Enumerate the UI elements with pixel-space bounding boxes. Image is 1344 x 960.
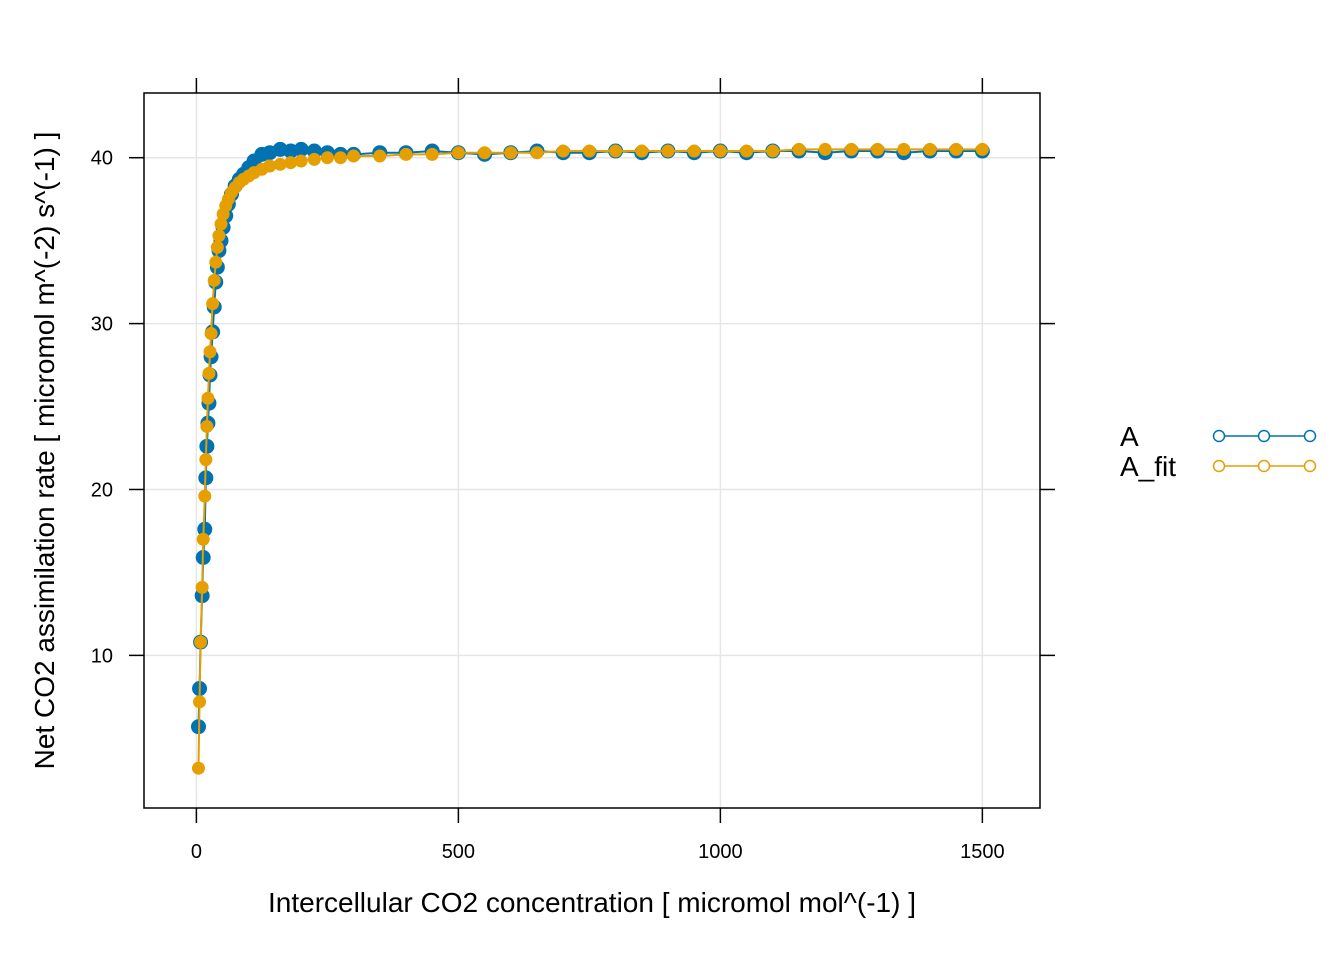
data-point-a-fit — [871, 142, 885, 156]
data-point-a-fit — [478, 146, 492, 160]
x-axis-title: Intercellular CO2 concentration [ microm… — [268, 887, 916, 918]
data-point-a-fit — [200, 419, 214, 433]
data-point-a-fit — [194, 635, 208, 649]
series-line-a-fit — [197, 148, 983, 769]
data-point-a-fit — [201, 391, 215, 405]
y-axis-title: Net CO2 assimilation rate [ micromol m^(… — [29, 132, 60, 770]
data-point-a-fit — [740, 144, 754, 158]
x-tick-label: 1000 — [698, 841, 743, 863]
data-point-a-fit — [766, 144, 780, 158]
legend-label-a: A — [1120, 421, 1139, 452]
data-point-a-fit — [203, 345, 217, 359]
series-a-fit — [191, 142, 989, 775]
series-line-a — [197, 148, 983, 727]
data-point-a-fit — [451, 146, 465, 160]
data-point-a-fit — [661, 144, 675, 158]
data-point-a-fit — [425, 147, 439, 161]
data-point-a — [293, 141, 309, 157]
data-point-a-fit — [923, 142, 937, 156]
data-point-a-fit — [204, 327, 218, 341]
data-point-a-fit — [949, 142, 963, 156]
legend-marker-a — [1212, 429, 1226, 443]
y-tick-label: 40 — [91, 148, 113, 170]
data-point-a-fit — [713, 144, 727, 158]
x-tick-label: 1500 — [960, 841, 1005, 863]
data-point-a-fit — [609, 144, 623, 158]
data-point-a-fit — [202, 366, 216, 380]
x-tick-label: 500 — [442, 841, 475, 863]
data-point-a-fit — [198, 489, 212, 503]
data-point-a-fit — [792, 142, 806, 156]
legend-marker-a-fit — [1212, 459, 1226, 473]
data-point-a-fit — [504, 146, 518, 160]
data-point-a-fit — [210, 240, 224, 254]
data-point-a-fit — [373, 149, 387, 163]
y-tick-label: 30 — [91, 314, 113, 336]
data-point-a-fit — [333, 151, 347, 165]
legend-marker-a — [1257, 429, 1271, 443]
y-tick-label: 20 — [91, 479, 113, 501]
data-point-a-fit — [818, 142, 832, 156]
series-a — [190, 141, 990, 735]
data-point-a-fit — [399, 147, 413, 161]
data-point-a-fit — [212, 229, 226, 243]
data-point-a-fit — [320, 151, 334, 165]
legend-marker-a — [1303, 429, 1317, 443]
data-point-a-fit — [294, 154, 308, 168]
data-point-a-fit — [193, 695, 207, 709]
data-point-a-fit — [582, 144, 596, 158]
legend-label-a-fit: A_fit — [1120, 451, 1176, 482]
data-point-a-fit — [687, 144, 701, 158]
data-point-a-fit — [897, 142, 911, 156]
legend: AA_fit — [1120, 421, 1317, 482]
data-point-a-fit — [195, 580, 209, 594]
data-point-a-fit — [635, 144, 649, 158]
data-point-a-fit — [347, 149, 361, 163]
data-point-a-fit — [530, 146, 544, 160]
plot-series — [190, 141, 990, 775]
data-point-a-fit — [206, 297, 220, 311]
data-point-a-fit — [207, 273, 221, 287]
data-point-a-fit — [196, 532, 210, 546]
y-tick-label: 10 — [91, 645, 113, 667]
grid — [144, 93, 1040, 808]
legend-marker-a-fit — [1303, 459, 1317, 473]
data-point-a-fit — [209, 255, 223, 269]
legend-marker-a-fit — [1257, 459, 1271, 473]
data-point-a-fit — [975, 142, 989, 156]
plot-frame — [143, 92, 1041, 809]
data-point-a-fit — [199, 453, 213, 467]
data-point-a-fit — [844, 142, 858, 156]
x-tick-label: 0 — [191, 841, 202, 863]
axis-ticks: 0 500 1000 1500 10 20 30 40 — [91, 78, 1055, 863]
data-point-a-fit — [307, 152, 321, 166]
data-point-a-fit — [556, 144, 570, 158]
data-point-a-fit — [191, 761, 205, 775]
